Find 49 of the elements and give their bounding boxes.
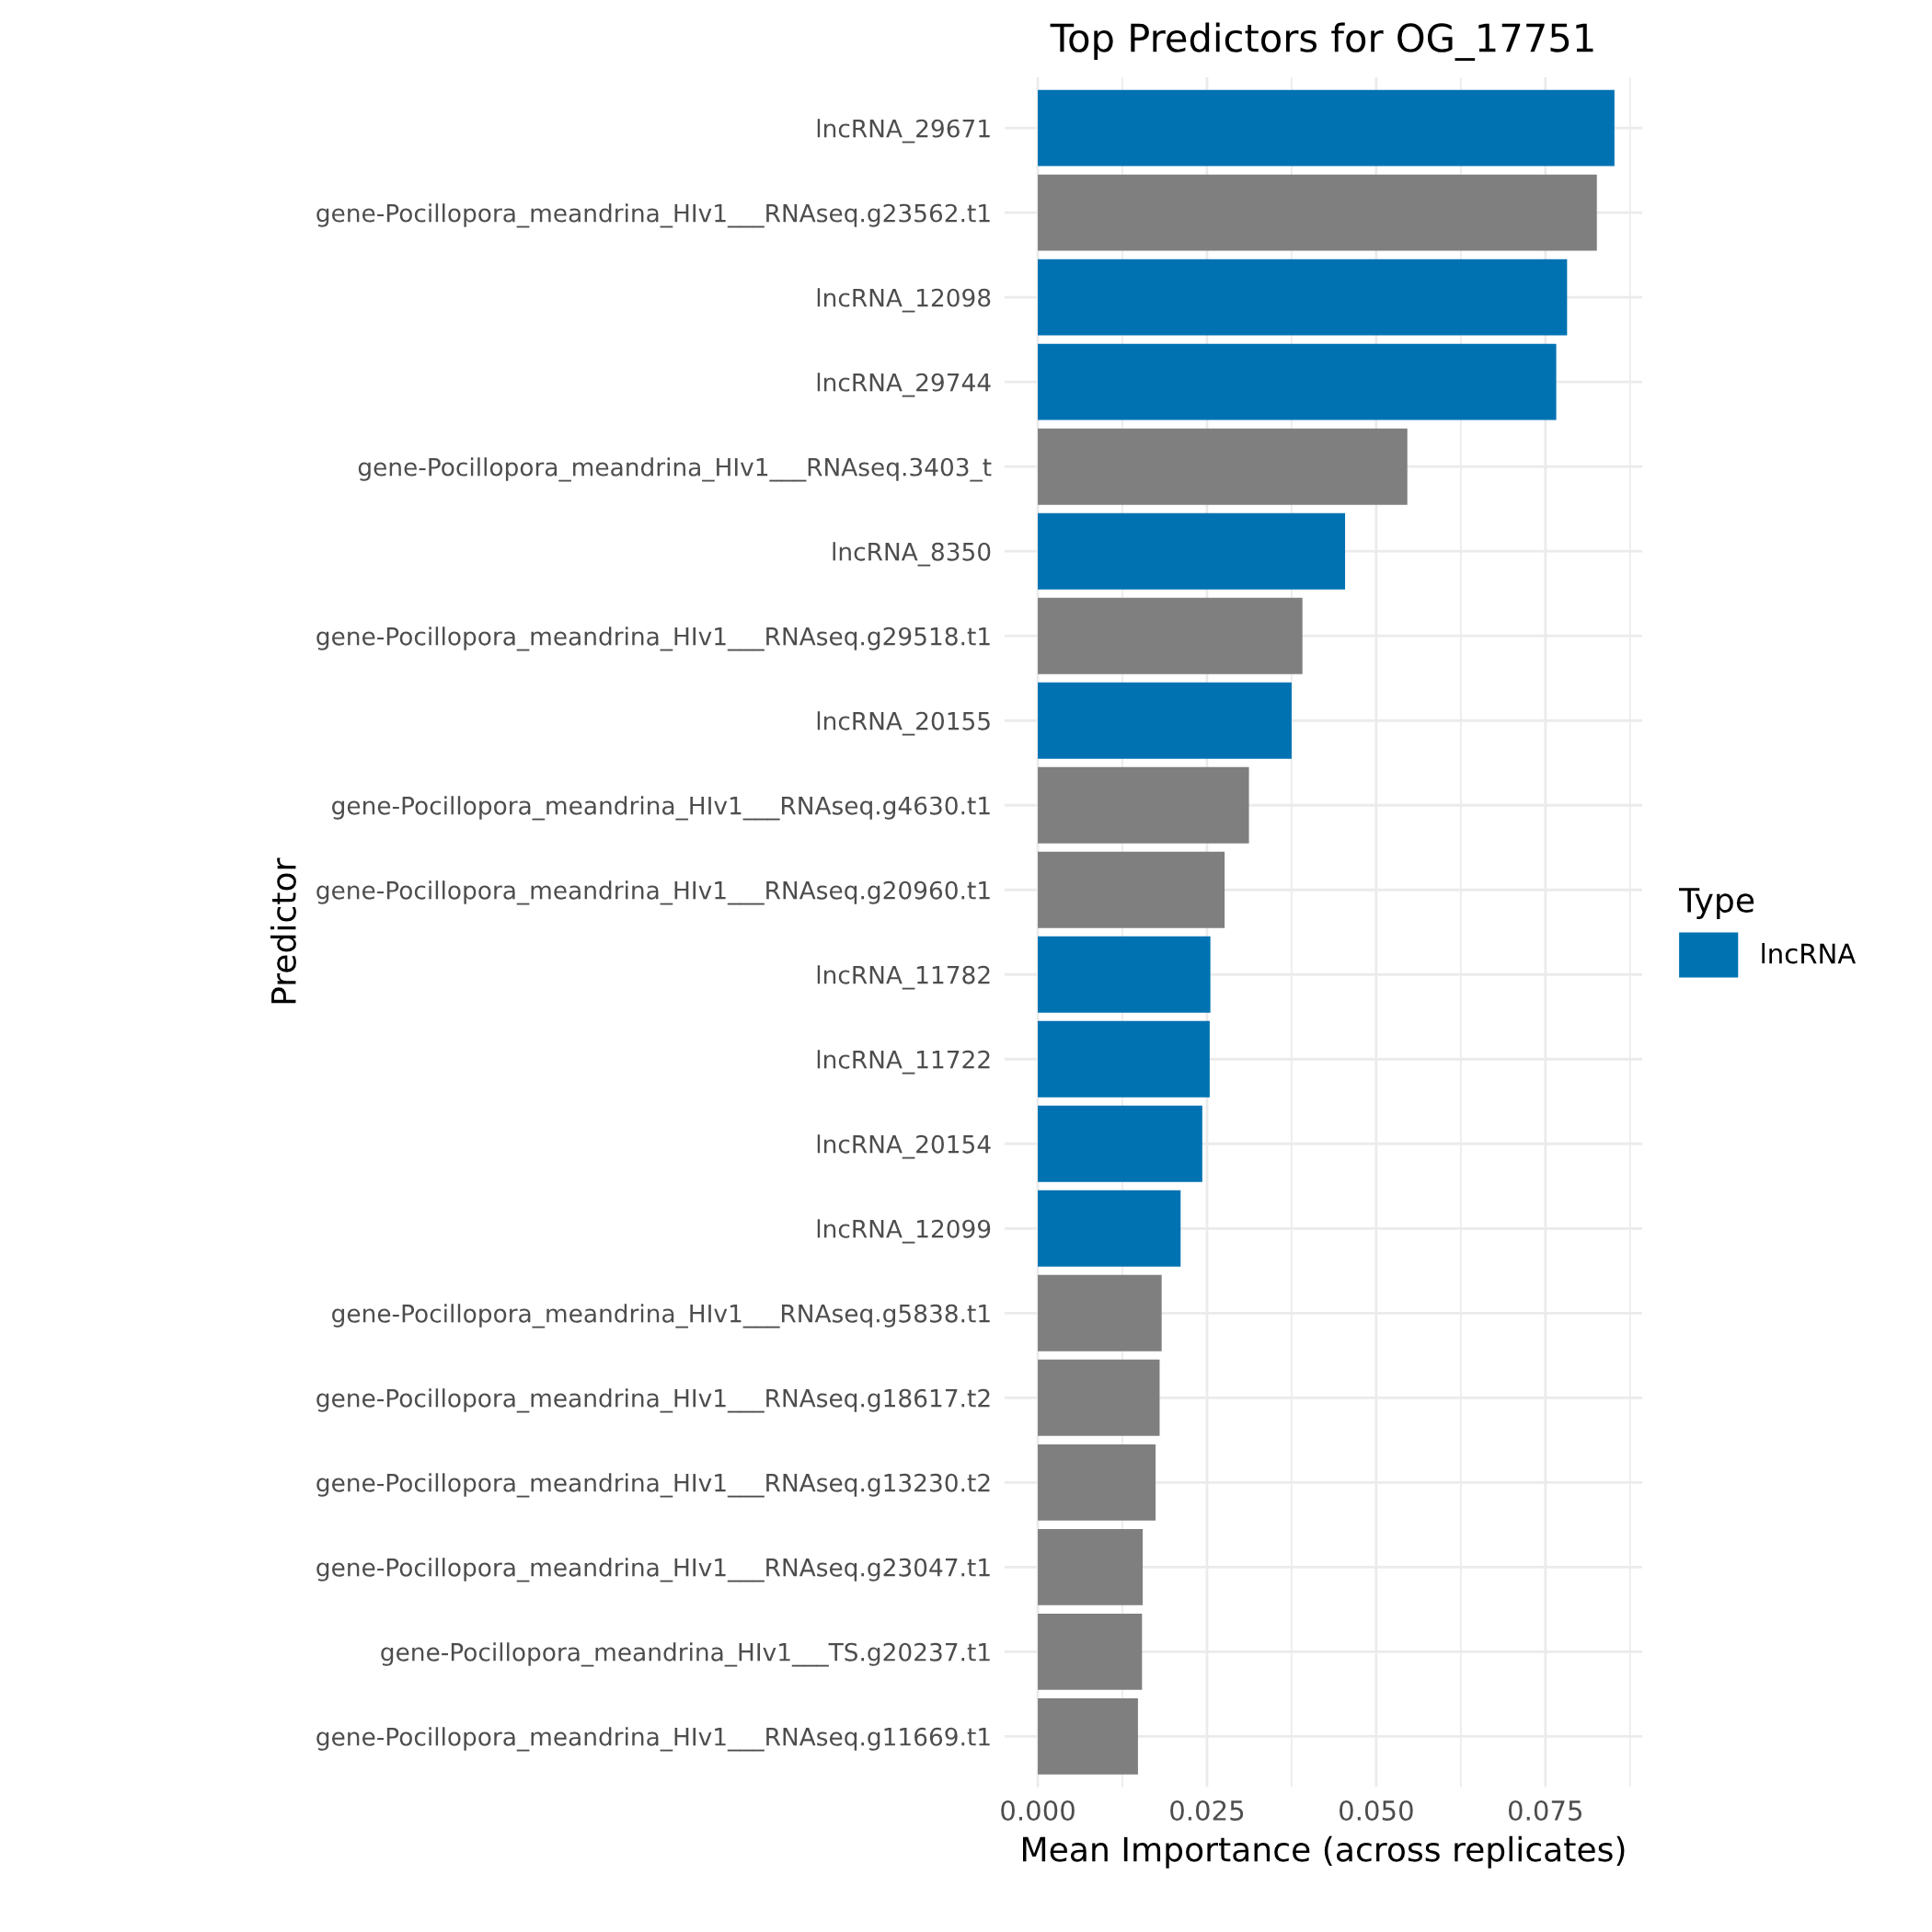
y-tick-label: lncRNA_20154 [817,1134,991,1159]
bar [1038,1020,1210,1098]
bar [1038,343,1557,420]
legend-title: Type [1679,888,1754,920]
y-tick-label: lncRNA_20155 [817,711,990,736]
x-tick-label: 0.050 [1340,1800,1413,1821]
bar [1038,851,1225,928]
y-tick-label: gene-Pocillopora_meandrina_HIv1___RNAseq.g5838.t1 [332,1304,990,1328]
bar [1038,1359,1160,1436]
bar [1038,174,1597,251]
bar [1038,597,1303,674]
bar [1038,428,1408,505]
x-tick-label: 0.000 [1001,1800,1075,1821]
y-tick-label: gene-Pocillopora_meandrina_HIv1___RNAseq.g11669.t1 [316,1727,990,1752]
y-tick-label: gene-Pocillopora_meandrina_HIv1___RNAseq.g23562.t1 [316,203,990,228]
bar [1038,766,1249,844]
bar [1038,682,1292,759]
bar [1038,1443,1156,1521]
chart-title: Top Predictors for OG_17751 [1050,22,1593,62]
y-tick-label: gene-Pocillopora_meandrina_HIv1___RNAseq.g20960.t1 [316,880,990,905]
bar [1038,936,1211,1013]
y-tick-label: gene-Pocillopora_meandrina_HIv1___RNAseq.g29518.t1 [316,627,990,651]
bar [1038,1613,1143,1690]
y-tick-label: lncRNA_11722 [817,1050,990,1075]
bar [1038,89,1615,167]
bar [1038,1528,1144,1605]
y-tick-label: lncRNA_12098 [817,288,991,313]
bar [1038,259,1568,336]
bar [1038,1274,1162,1351]
bar [1038,1190,1181,1267]
x-axis-title: Mean Importance (across replicates) [1023,1835,1625,1869]
bar [1038,1105,1202,1182]
y-tick-label: lncRNA_12099 [817,1219,991,1244]
y-tick-label: gene-Pocillopora_meandrina_HIv1___RNAseq.g18617.t2 [316,1388,990,1413]
y-tick-label: lncRNA_29744 [817,373,991,397]
legend-label: lncRNA [1762,942,1857,964]
x-tick-label: 0.025 [1170,1800,1244,1821]
y-axis-title: Predictor [270,857,296,1004]
bar [1038,512,1346,590]
y-tick-label: gene-Pocillopora_meandrina_HIv1___TS.g20237.t1 [381,1642,990,1667]
y-tick-label: gene-Pocillopora_meandrina_HIv1___RNAseq.3403_t [358,457,992,482]
y-tick-label: gene-Pocillopora_meandrina_HIv1___RNAseq.g4630.t1 [332,796,990,821]
y-tick-label: gene-Pocillopora_meandrina_HIv1___RNAseq.g23047.t1 [316,1558,990,1582]
y-tick-label: gene-Pocillopora_meandrina_HIv1___RNAseq.g13230.t2 [316,1473,990,1498]
y-tick-label: lncRNA_29671 [817,119,990,144]
bar [1038,1697,1138,1775]
x-tick-label: 0.075 [1508,1800,1581,1821]
y-tick-label: lncRNA_8350 [833,542,991,567]
y-tick-label: lncRNA_11782 [817,965,990,990]
